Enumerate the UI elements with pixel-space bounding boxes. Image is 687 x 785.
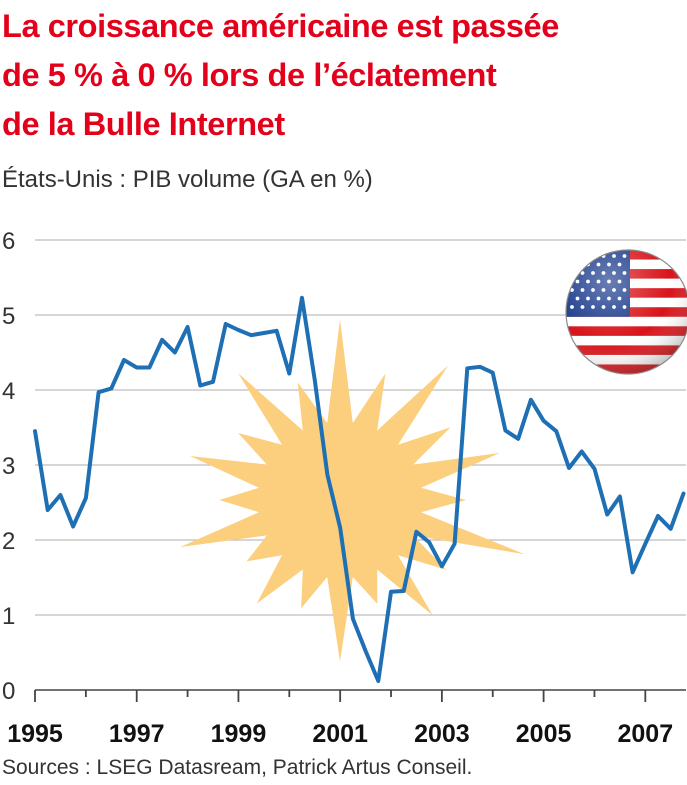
x-tick-label: 2003 — [414, 720, 470, 748]
y-tick-label: 6 — [2, 228, 15, 255]
chart-title: La croissance américaine est passée de 5… — [2, 2, 682, 149]
explosion-burst — [180, 319, 525, 662]
y-tick-label: 0 — [2, 678, 15, 705]
series-line-gdp — [33, 295, 686, 683]
source-note: Sources : LSEG Datasream, Patrick Artus … — [2, 756, 473, 779]
y-tick-label: 2 — [2, 528, 15, 555]
x-tick-label: 2007 — [618, 720, 674, 748]
y-tick-label: 3 — [2, 453, 15, 480]
x-tick-label: 1999 — [211, 720, 267, 748]
flag-star — [575, 262, 580, 267]
flag-star — [580, 254, 585, 258]
x-tick-label: 2005 — [516, 720, 572, 748]
series-points — [34, 297, 684, 682]
x-tick-label: 2001 — [312, 720, 368, 748]
x-tick-label: 1997 — [109, 720, 165, 748]
title-line-1: La croissance américaine est passée — [2, 8, 559, 44]
title-line-3: de la Bulle Internet — [2, 106, 285, 142]
flag-star — [570, 254, 574, 258]
x-tick-label: 1995 — [7, 720, 63, 748]
title-line-2: de 5 % à 0 % lors de l’éclatement — [2, 57, 497, 93]
y-tick-label: 1 — [2, 603, 15, 630]
us-flag-badge — [565, 249, 687, 375]
axes: 0 1 2 3 4 5 6 1995 1997 1999 2001 2003 2005 2007 — [2, 228, 686, 748]
flag-star — [591, 254, 595, 258]
y-tick-label: 5 — [2, 303, 15, 330]
chart-subtitle: États-Unis : PIB volume (GA en %) — [2, 166, 373, 193]
flag-star — [570, 271, 574, 275]
y-tick-label: 4 — [2, 378, 15, 405]
